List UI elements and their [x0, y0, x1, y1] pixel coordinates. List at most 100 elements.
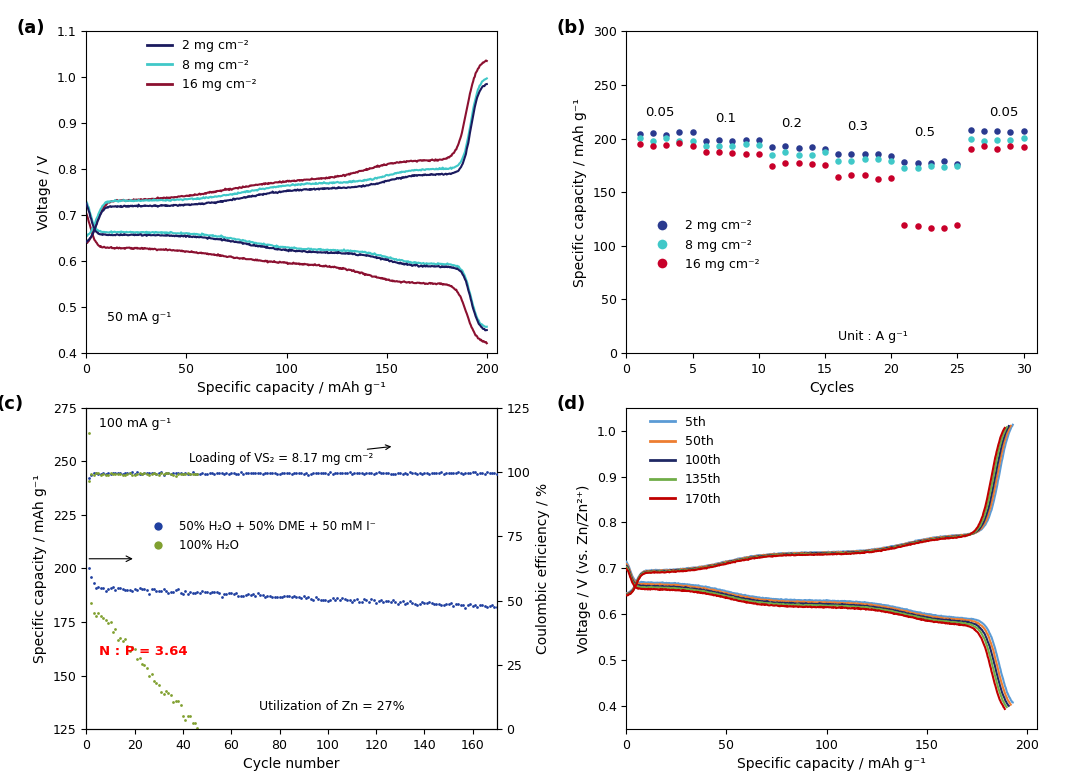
- Point: [698, 140, 715, 152]
- Point: [829, 171, 847, 183]
- Point: [328, 592, 346, 604]
- Point: [170, 695, 187, 707]
- Point: [269, 591, 286, 604]
- Text: Unit : A g⁻¹: Unit : A g⁻¹: [838, 330, 907, 343]
- Point: [447, 466, 464, 479]
- Y-axis label: Voltage / V: Voltage / V: [37, 154, 51, 230]
- Point: [172, 467, 189, 480]
- Point: [189, 467, 206, 480]
- Point: [423, 597, 441, 610]
- Point: [399, 597, 416, 609]
- Point: [476, 467, 494, 480]
- Point: [737, 133, 754, 146]
- Point: [143, 468, 160, 481]
- Point: [392, 467, 409, 480]
- Point: [481, 467, 498, 480]
- Point: [167, 470, 185, 482]
- Point: [962, 143, 980, 155]
- Point: [348, 593, 365, 605]
- Point: [156, 688, 173, 700]
- Point: [789, 148, 807, 161]
- Point: [461, 597, 478, 610]
- Point: [177, 585, 194, 597]
- Point: [264, 591, 281, 604]
- Point: [353, 466, 370, 479]
- Point: [433, 599, 450, 612]
- Point: [279, 466, 296, 479]
- Point: [948, 220, 966, 232]
- Point: [85, 468, 103, 481]
- Point: [133, 583, 150, 595]
- Point: [476, 599, 494, 612]
- Point: [242, 466, 259, 479]
- Point: [464, 600, 482, 612]
- Point: [428, 597, 445, 610]
- Point: [228, 467, 245, 480]
- Point: [334, 467, 351, 480]
- Point: [365, 467, 382, 480]
- Point: [170, 583, 187, 596]
- Point: [711, 133, 728, 146]
- Point: [384, 594, 402, 607]
- Point: [92, 609, 109, 622]
- Point: [433, 466, 450, 479]
- Point: [408, 598, 426, 611]
- Point: [631, 138, 648, 151]
- Point: [158, 467, 175, 480]
- Point: [152, 686, 170, 699]
- Y-axis label: Coulombic efficiency / %: Coulombic efficiency / %: [536, 483, 550, 654]
- Point: [129, 653, 146, 666]
- Point: [160, 587, 177, 600]
- Point: [711, 140, 728, 152]
- Point: [316, 466, 334, 479]
- Point: [307, 467, 324, 480]
- Point: [85, 577, 103, 590]
- Point: [447, 597, 464, 610]
- Point: [346, 593, 363, 606]
- Point: [478, 466, 496, 478]
- Point: [131, 582, 148, 594]
- Point: [469, 468, 486, 481]
- Point: [312, 593, 329, 606]
- Point: [164, 695, 181, 708]
- X-axis label: Cycle number: Cycle number: [243, 757, 340, 771]
- Point: [341, 593, 359, 606]
- Point: [148, 677, 165, 690]
- Point: [486, 466, 503, 479]
- Point: [184, 587, 201, 600]
- Point: [240, 588, 257, 601]
- Point: [406, 598, 423, 611]
- Point: [445, 600, 462, 612]
- Point: [410, 467, 428, 480]
- Point: [789, 157, 807, 169]
- Point: [232, 590, 249, 602]
- Point: [123, 466, 140, 479]
- Point: [220, 468, 238, 481]
- Point: [856, 152, 874, 165]
- Point: [351, 596, 368, 608]
- Point: [777, 157, 794, 169]
- Point: [85, 607, 103, 619]
- Point: [869, 148, 887, 161]
- Point: [184, 466, 201, 478]
- Point: [131, 467, 148, 480]
- Point: [121, 466, 138, 479]
- Point: [645, 134, 662, 147]
- Point: [435, 599, 453, 612]
- Point: [382, 468, 400, 481]
- Point: [895, 162, 913, 175]
- Point: [935, 160, 953, 172]
- Point: [455, 599, 472, 612]
- Point: [107, 467, 124, 480]
- Point: [658, 129, 675, 141]
- Point: [225, 467, 242, 480]
- Point: [99, 466, 117, 479]
- Point: [117, 469, 134, 481]
- Point: [174, 710, 191, 723]
- Point: [105, 467, 122, 480]
- Point: [1001, 125, 1018, 138]
- Point: [156, 468, 173, 481]
- Point: [484, 599, 501, 612]
- Point: [208, 466, 226, 479]
- Point: [107, 622, 124, 635]
